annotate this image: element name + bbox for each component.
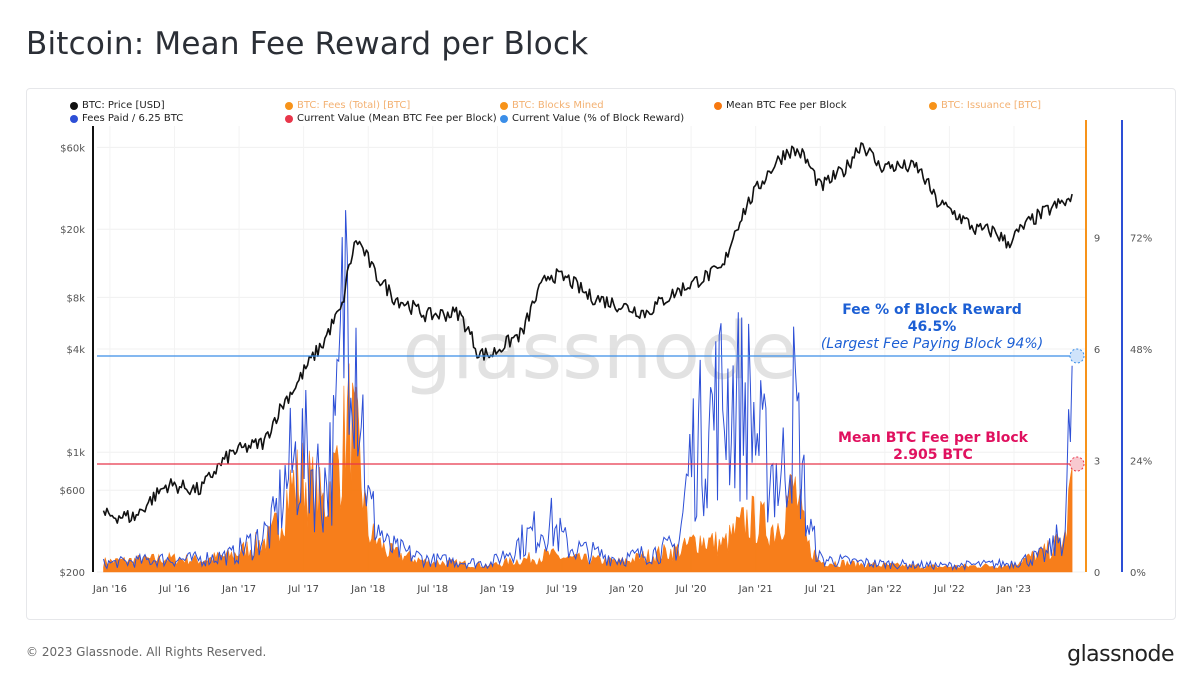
legend-label-mean-fee: Mean BTC Fee per Block bbox=[726, 100, 847, 111]
legend-dot-current-pct bbox=[500, 114, 508, 123]
legend-label-blocks-mined: BTC: Blocks Mined bbox=[512, 100, 604, 111]
legend-label-current-pct: Current Value (% of Block Reward) bbox=[512, 113, 685, 124]
legend-label-current-fee: Current Value (Mean BTC Fee per Block) bbox=[297, 113, 497, 124]
legend-dot-fees-total bbox=[285, 101, 293, 110]
legend-item-current-fee[interactable]: Current Value (Mean BTC Fee per Block) bbox=[285, 113, 497, 124]
legend-item-blocks-mined[interactable]: BTC: Blocks Mined bbox=[500, 100, 604, 111]
legend-label-fees-paid: Fees Paid / 6.25 BTC bbox=[82, 113, 184, 124]
page-title: Bitcoin: Mean Fee Reward per Block bbox=[26, 26, 589, 62]
legend-dot-mean-fee bbox=[714, 101, 722, 110]
legend-item-mean-fee[interactable]: Mean BTC Fee per Block bbox=[714, 100, 847, 111]
legend-dot-fees-paid bbox=[70, 114, 78, 123]
legend-label-fees-total: BTC: Fees (Total) [BTC] bbox=[297, 100, 411, 111]
chart-panel bbox=[26, 88, 1176, 620]
legend-item-fees-paid[interactable]: Fees Paid / 6.25 BTC bbox=[70, 113, 183, 124]
legend-label-price: BTC: Price [USD] bbox=[82, 100, 165, 111]
legend-dot-issuance bbox=[929, 101, 937, 110]
legend-item-price[interactable]: BTC: Price [USD] bbox=[70, 100, 165, 111]
legend-item-fees-total[interactable]: BTC: Fees (Total) [BTC] bbox=[285, 100, 410, 111]
legend-dot-current-fee bbox=[285, 114, 293, 123]
copyright-footer: © 2023 Glassnode. All Rights Reserved. bbox=[26, 645, 267, 659]
brand-logo: glassnode bbox=[1067, 642, 1174, 667]
legend-item-current-pct[interactable]: Current Value (% of Block Reward) bbox=[500, 113, 684, 124]
legend-item-issuance[interactable]: BTC: Issuance [BTC] bbox=[929, 100, 1041, 111]
legend-label-issuance: BTC: Issuance [BTC] bbox=[941, 100, 1042, 111]
legend-dot-blocks-mined bbox=[500, 101, 508, 110]
legend-dot-price bbox=[70, 101, 78, 110]
